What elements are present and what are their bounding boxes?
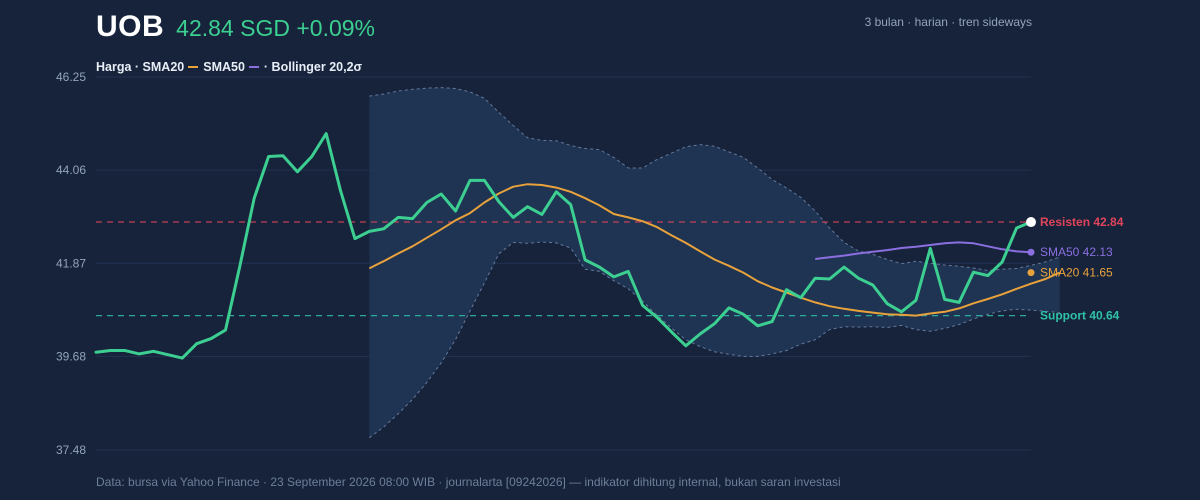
price-end-marker — [1026, 217, 1036, 228]
chart-meta: 3 bulan · harian · tren sideways — [864, 15, 1032, 29]
legend-sma50-swatch — [248, 66, 259, 68]
sma50-end-marker — [1027, 248, 1035, 256]
legend-sma20-swatch — [188, 66, 199, 68]
series-lines — [94, 132, 1061, 360]
y-tick-label: 44.06 — [56, 163, 86, 177]
legend-bollinger: · Bollinger 20,2σ — [263, 60, 363, 74]
price-quote: 42.84 SGD +0.09% — [176, 15, 375, 41]
bollinger-lower-line — [369, 241, 1060, 439]
y-tick-label: 37.48 — [56, 443, 86, 457]
sma20-line — [368, 183, 1061, 317]
sma50-end-label: SMA50 42.13 — [1040, 245, 1113, 259]
end-labels: Resisten 42.84 Support 40.64 SMA50 42.13 SM… — [1040, 215, 1124, 323]
legend-price-sma20: Harga · SMA20 — [96, 60, 185, 74]
support-label: Support 40.64 — [1040, 309, 1120, 323]
chart-header: UOB 42.84 SGD +0.09% — [96, 10, 375, 44]
sma20-end-label: SMA20 41.65 — [1040, 266, 1113, 280]
chart-legend: Harga · SMA20 SMA50 · Bollinger 20,2σ — [96, 60, 362, 74]
y-tick-label: 46.25 — [56, 70, 86, 84]
sma20-end-marker — [1027, 269, 1035, 277]
reference-lines — [96, 221, 1031, 317]
data-source-footer: Data: bursa via Yahoo Finance · 23 Septe… — [96, 475, 841, 489]
legend-sma50: SMA50 — [203, 60, 245, 74]
ticker-symbol: UOB — [96, 10, 165, 43]
price-line — [94, 132, 1033, 360]
bollinger-band — [369, 87, 1060, 439]
sma50-line — [815, 241, 1032, 260]
y-tick-label: 39.68 — [56, 349, 86, 363]
bollinger-fill — [369, 87, 1060, 438]
bollinger-upper-line — [369, 87, 1060, 272]
resisten-label: Resisten 42.84 — [1040, 215, 1124, 229]
y-tick-label: 41.87 — [56, 256, 86, 270]
